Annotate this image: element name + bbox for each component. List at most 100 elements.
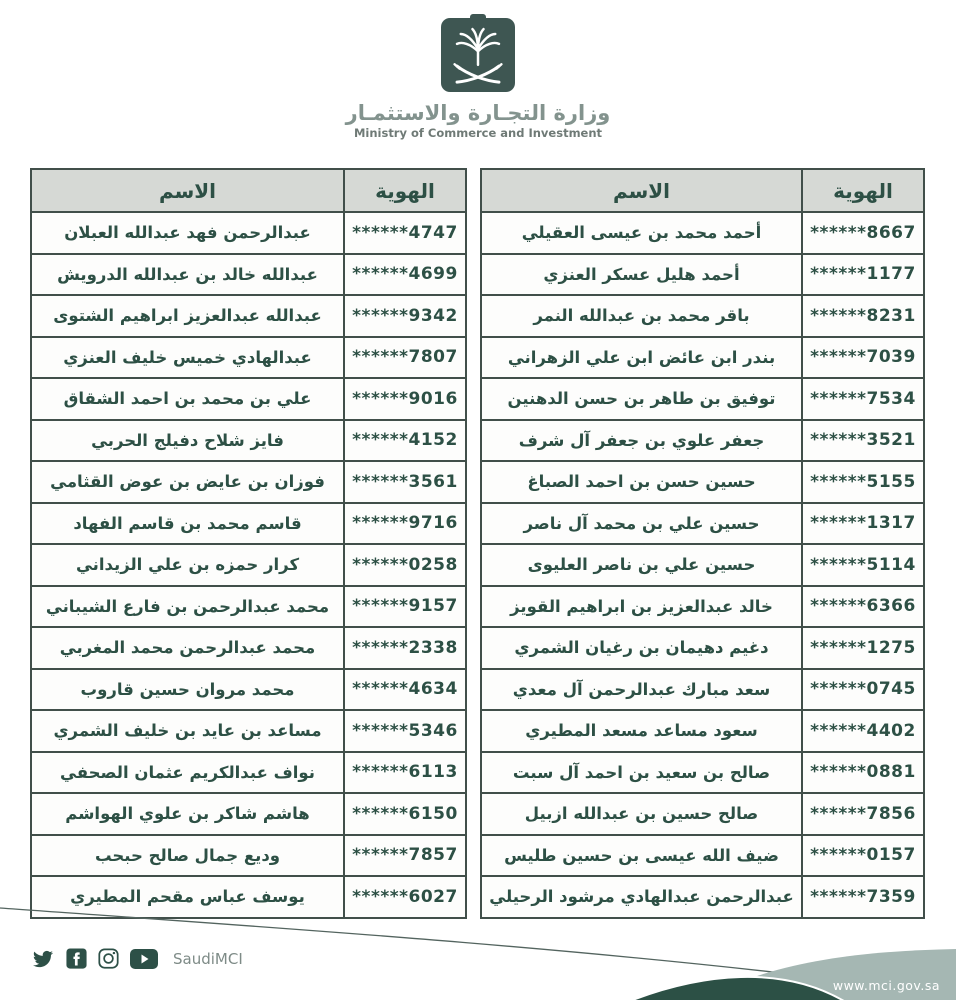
column-header-id: الهوية [801,168,925,213]
page-header: وزارة التجـارة والاستثمـار Ministry of C… [0,0,956,140]
table-row: ******8667 أحمد محمد بن عيسى العقيلي [480,211,925,255]
name-cell: محمد عبدالرحمن بن فارع الشيباني [30,584,345,628]
id-cell: ******6027 [343,875,467,919]
id-cell: ******1177 [801,252,925,296]
table-row: ******8231 باقر محمد بن عبدالله النمر [480,294,925,338]
table-row: ******9157 محمد عبدالرحمن بن فارع الشيبان… [30,584,467,628]
table-row: ******9016 علي بن محمد بن احمد الشقاق [30,377,467,421]
table-row: ******4747 عبدالرحمن فهد عبدالله العبلان [30,211,467,255]
id-cell: ******0745 [801,667,925,711]
roster-table-left: الهوية الاسم ******4747 عبدالرحمن فهد عبد… [30,168,467,919]
name-cell: ضيف الله عيسى بن حسين طليس [480,833,803,877]
id-cell: ******7039 [801,335,925,379]
table-row: ******2338 محمد عبدالرحمن محمد المغربي [30,626,467,670]
id-cell: ******4152 [343,418,467,462]
id-cell: ******9342 [343,294,467,338]
id-cell: ******6113 [343,750,467,794]
table-row: ******9342 عبدالله عبدالعزيز ابراهيم الشت… [30,294,467,338]
name-cell: حسين حسن بن احمد الصباغ [480,460,803,504]
id-cell: ******5346 [343,709,467,753]
instagram-icon[interactable] [98,948,119,969]
table-row: ******5155 حسين حسن بن احمد الصباغ [480,460,925,504]
name-cell: عبدالله عبدالعزيز ابراهيم الشتوى [30,294,345,338]
table-row: ******7857 وديع جمال صالح حبحب [30,833,467,877]
roster-table-right: الهوية الاسم ******8667 أحمد محمد بن عيسى… [480,168,925,919]
table-row: ******3521 جعفر علوي بن جعفر آل شرف [480,418,925,462]
logo-top-tab [470,14,486,22]
table-row: ******3561 فوزان بن عايض بن عوض القثامي [30,460,467,504]
name-cell: يوسف عباس مقحم المطيري [30,875,345,919]
id-cell: ******4747 [343,211,467,255]
social-handle: SaudiMCI [173,949,243,968]
table-row: ******4634 محمد مروان حسين قاروب [30,667,467,711]
id-cell: ******5155 [801,460,925,504]
name-cell: بندر ابن عائض ابن علي الزهراني [480,335,803,379]
column-header-name: الاسم [480,168,803,213]
table-row: ******6150 هاشم شاكر بن علوي الهواشم [30,792,467,836]
name-cell: محمد عبدالرحمن محمد المغربي [30,626,345,670]
table-row: ******6027 يوسف عباس مقحم المطيري [30,875,467,919]
name-cell: حسين علي بن ناصر العليوى [480,543,803,587]
palm-and-swords-icon [453,27,503,84]
name-cell: عبدالله خالد بن عبدالله الدرويش [30,252,345,296]
table-row: ******7359 عبدالرحمن عبدالهادي مرشود الرح… [480,875,925,919]
id-cell: ******7857 [343,833,467,877]
name-cell: سعود مساعد مسعد المطيري [480,709,803,753]
id-cell: ******4634 [343,667,467,711]
name-cell: عبدالهادي خميس خليف العنزي [30,335,345,379]
name-cell: محمد مروان حسين قاروب [30,667,345,711]
table-row: ******5346 مساعد بن عايد بن خليف الشمري [30,709,467,753]
header-row: الهوية الاسم [30,168,467,213]
table-row: ******0157 ضيف الله عيسى بن حسين طليس [480,833,925,877]
id-cell: ******8231 [801,294,925,338]
header-row: الهوية الاسم [480,168,925,213]
column-header-name: الاسم [30,168,345,213]
id-cell: ******0258 [343,543,467,587]
id-cell: ******6366 [801,584,925,628]
id-cell: ******0157 [801,833,925,877]
id-cell: ******6150 [343,792,467,836]
name-cell: صالح حسين بن عبدالله ازبيل [480,792,803,836]
youtube-icon[interactable] [130,948,158,969]
footer-social-bar: SaudiMCI [31,947,243,970]
id-cell: ******9157 [343,584,467,628]
id-cell: ******7534 [801,377,925,421]
table-row: ******0745 سعد مبارك عبدالرحمن آل معدي [480,667,925,711]
ministry-name-english: Ministry of Commerce and Investment [353,126,603,140]
id-cell: ******3521 [801,418,925,462]
name-cell: علي بن محمد بن احمد الشقاق [30,377,345,421]
id-cell: ******5114 [801,543,925,587]
column-header-id: الهوية [343,168,467,213]
table-row: ******4402 سعود مساعد مسعد المطيري [480,709,925,753]
name-cell: أحمد محمد بن عيسى العقيلي [480,211,803,255]
name-cell: باقر محمد بن عبدالله النمر [480,294,803,338]
table-row: ******0881 صالح بن سعيد بن احمد آل سبت [480,750,925,794]
id-cell: ******7359 [801,875,925,919]
name-cell: دغيم دهيمان بن رغيان الشمري [480,626,803,670]
name-cell: أحمد هليل عسكر العنزي [480,252,803,296]
name-cell: مساعد بن عايد بن خليف الشمري [30,709,345,753]
ministry-logo [441,14,515,92]
name-cell: قاسم محمد بن قاسم الفهاد [30,501,345,545]
table-row: ******7856 صالح حسين بن عبدالله ازبيل [480,792,925,836]
name-cell: توفيق بن طاهر بن حسن الدهنين [480,377,803,421]
table-row: ******4152 فايز شلاح دفيلج الحربي [30,418,467,462]
table-row: ******7039 بندر ابن عائض ابن علي الزهراني [480,335,925,379]
name-cell: فوزان بن عايض بن عوض القثامي [30,460,345,504]
name-cell: خالد عبدالعزيز بن ابراهيم القويز [480,584,803,628]
name-cell: صالح بن سعيد بن احمد آل سبت [480,750,803,794]
id-cell: ******0881 [801,750,925,794]
name-cell: نواف عبدالكريم عثمان الصحفي [30,750,345,794]
id-cell: ******4402 [801,709,925,753]
table-row: ******7534 توفيق بن طاهر بن حسن الدهنين [480,377,925,421]
twitter-icon[interactable] [31,949,55,969]
name-cell: عبدالرحمن عبدالهادي مرشود الرحيلي [480,875,803,919]
name-cell: وديع جمال صالح حبحب [30,833,345,877]
table-row: ******7807 عبدالهادي خميس خليف العنزي [30,335,467,379]
id-cell: ******7807 [343,335,467,379]
table-row: ******1275 دغيم دهيمان بن رغيان الشمري [480,626,925,670]
table-row: ******9716 قاسم محمد بن قاسم الفهاد [30,501,467,545]
id-cell: ******1275 [801,626,925,670]
table-row: ******5114 حسين علي بن ناصر العليوى [480,543,925,587]
facebook-icon[interactable] [66,948,87,969]
